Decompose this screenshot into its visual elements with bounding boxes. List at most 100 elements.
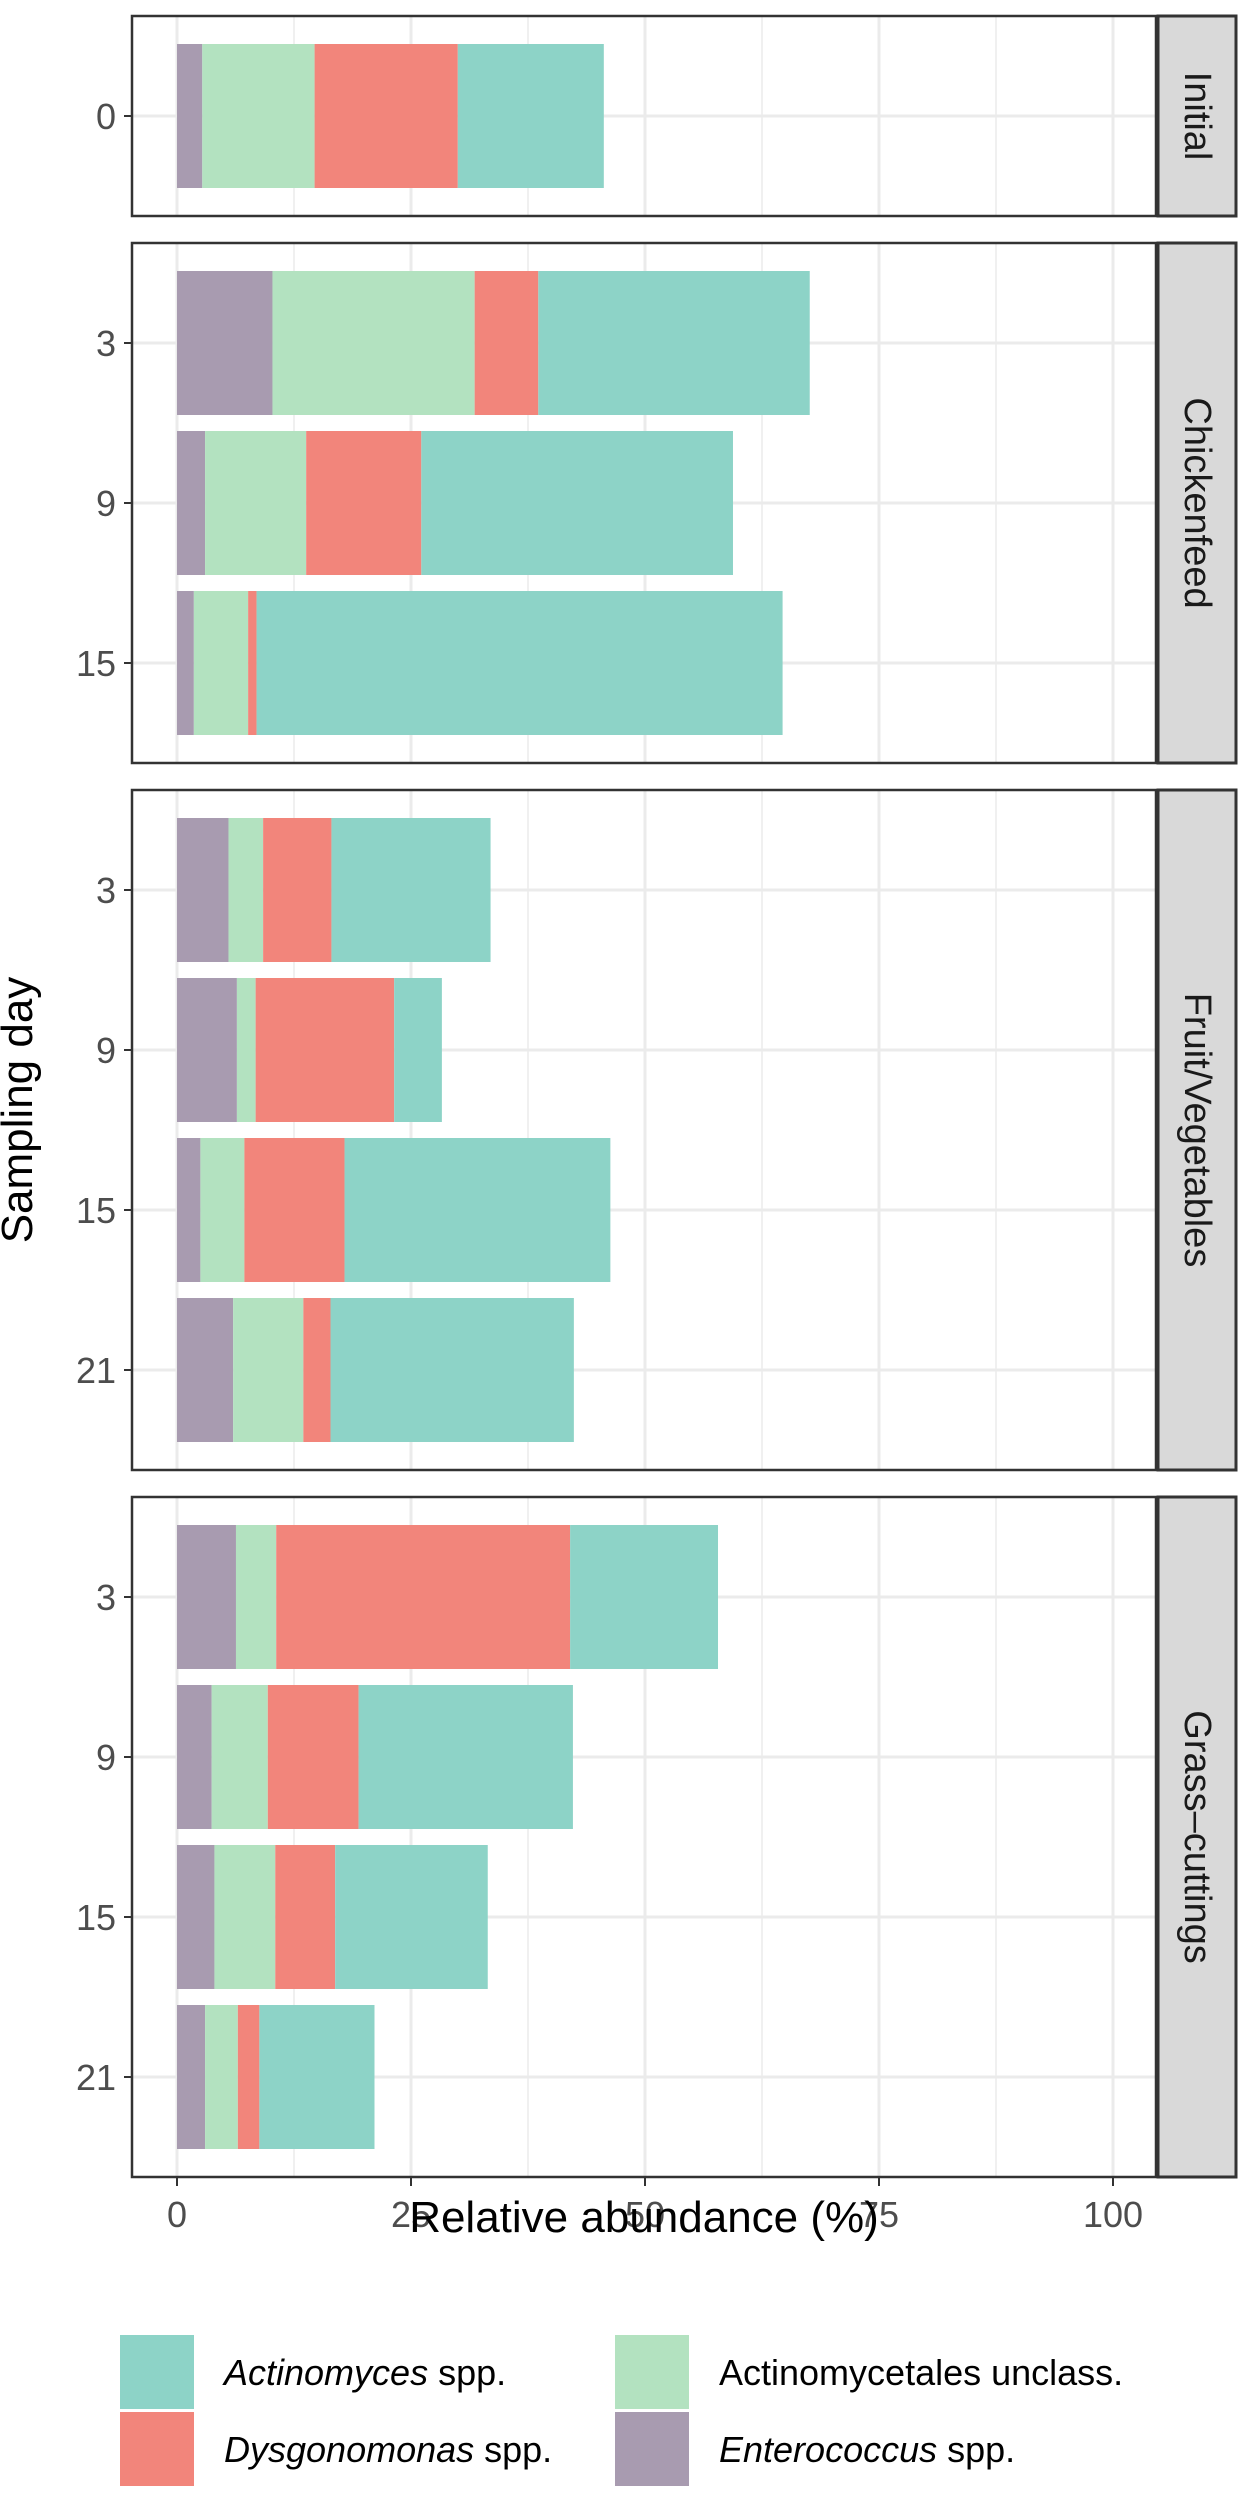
legend-suffix: spp. [937,2429,1015,2470]
legend-label-enterococcus: Enterococcus spp. [719,2429,1015,2470]
facet-strip-label: Chickenfeed [1176,397,1218,608]
y-tick-label: 15 [76,643,116,684]
y-tick-label: 9 [96,483,116,524]
bar-segment-enterococcus [177,818,229,962]
bar-segment-actinomyces [394,978,442,1122]
y-tick-label: 15 [76,1190,116,1231]
bar-segment-enterococcus [177,2005,206,2149]
bar-segment-enterococcus [177,431,206,575]
bar-segment-enterococcus [177,1138,201,1282]
x-tick-label: 100 [1083,2194,1143,2235]
panels: 0 Initial 3 9 15 Chickenfeed 3 9 15 21 Fruit/Veget… [76,14,1238,2179]
y-tick-label: 3 [96,323,116,364]
bar-segment-enterococcus [177,271,273,415]
legend-key-dysgonomonas [120,2412,194,2486]
facet-strip [1156,1495,1238,2179]
legend-item-actinomyces: Actinomyces spp. [120,2335,506,2409]
x-axis: 0 25 50 75 100 [167,2177,1143,2235]
legend-key-enterococcus [615,2412,689,2486]
bar-segment-actinomycetales [236,978,256,1122]
facet-strip-label: Initial [1176,72,1218,161]
bar-segment-actinomyces [331,818,491,962]
bar-segment-actinomycetales [193,591,249,735]
legend-label-actinomycetales: Actinomycetales unclass. [719,2352,1123,2393]
legend-label-actinomyces: Actinomyces spp. [222,2352,506,2393]
y-tick-label: 3 [96,1577,116,1618]
facet-strip-label: Fruit/Vegetables [1176,993,1218,1268]
legend-suffix: spp. [474,2429,552,2470]
facet-strip [1156,14,1238,218]
bar-segment-actinomycetales [205,431,307,575]
bar-segment-enterococcus [177,1525,236,1669]
legend-item-enterococcus: Enterococcus spp. [615,2412,1015,2486]
legend-genus: Enterococcus [719,2429,937,2470]
bar-segment-actinomyces [335,1845,488,1989]
legend-suffix: spp. [428,2352,506,2393]
bar-segment-actinomyces [330,1298,574,1442]
facet-panel: 3 9 15 Chickenfeed [76,241,1238,765]
bar-segment-dysgonomonas [474,271,539,415]
bar-segment-actinomycetales [235,1525,277,1669]
y-axis-title: Sampling day [0,977,42,1244]
y-tick-label: 9 [96,1030,116,1071]
facet-strip [1156,241,1238,765]
bar-segment-dysgonomonas [255,978,395,1122]
legend-item-actinomycetales: Actinomycetales unclass. [615,2335,1123,2409]
bar-segment-actinomycetales [205,2005,238,2149]
legend: Actinomyces spp. Actinomycetales unclass.… [120,2335,1123,2486]
bar-segment-dysgonomonas [306,431,422,575]
bar-segment-actinomyces [538,271,810,415]
bar-segment-actinomycetales [200,1138,245,1282]
y-tick-label: 21 [76,1350,116,1391]
bar-segment-dysgonomonas [275,1845,336,1989]
y-tick-label: 15 [76,1897,116,1938]
bar-segment-actinomycetales [233,1298,304,1442]
x-tick-label: 75 [859,2194,899,2235]
bar-segment-actinomycetales [202,44,315,188]
bar-segment-actinomyces [256,591,783,735]
legend-item-dysgonomonas: Dysgonomonas spp. [120,2412,552,2486]
bar-segment-dysgonomonas [314,44,458,188]
bar-segment-dysgonomonas [263,818,332,962]
bar-segment-actinomycetales [211,1685,268,1829]
legend-genus: Dysgonomonas [224,2429,474,2470]
legend-label-dysgonomonas: Dysgonomonas spp. [224,2429,552,2470]
panel-border [130,788,1158,1472]
panel-border [130,241,1158,765]
bar-segment-actinomyces [457,44,604,188]
bar-segment-enterococcus [177,1845,215,1989]
bar-segment-dysgonomonas [237,2005,260,2149]
bar-segment-actinomyces [421,431,733,575]
x-tick-label: 0 [167,2194,187,2235]
facet-strip [1156,788,1238,1472]
bar-segment-dysgonomonas [244,1138,345,1282]
bar-segment-enterococcus [177,591,194,735]
bar-segment-actinomycetales [214,1845,276,1989]
bar-segment-actinomyces [358,1685,573,1829]
bar-segment-enterococcus [177,1298,234,1442]
legend-suffix: Actinomycetales unclass. [719,2352,1123,2393]
bar-segment-dysgonomonas [248,591,257,735]
x-tick-label: 50 [625,2194,665,2235]
legend-genus: Actinomyces [222,2352,428,2393]
facet-panel: 0 Initial [96,14,1238,218]
bar-segment-actinomycetales [272,271,475,415]
bar-segment-enterococcus [177,978,237,1122]
bar-segment-actinomyces [570,1525,719,1669]
facet-strip-label: Grass–cuttings [1176,1710,1218,1963]
bar-segment-enterococcus [177,44,203,188]
bar-segment-actinomycetales [228,818,264,962]
x-tick-label: 25 [391,2194,431,2235]
facet-panel: 3 9 15 21 Fruit/Vegetables [76,788,1238,1472]
panel-border [130,14,1158,218]
y-tick-label: 9 [96,1737,116,1778]
bar-segment-dysgonomonas [267,1685,359,1829]
bar-segment-actinomyces [344,1138,611,1282]
y-tick-label: 21 [76,2057,116,2098]
x-axis-title: Relative abundance (%) [409,2193,879,2242]
bar-segment-dysgonomonas [303,1298,331,1442]
facet-panel: 3 9 15 21 Grass–cuttings [76,1495,1238,2179]
legend-key-actinomyces [120,2335,194,2409]
